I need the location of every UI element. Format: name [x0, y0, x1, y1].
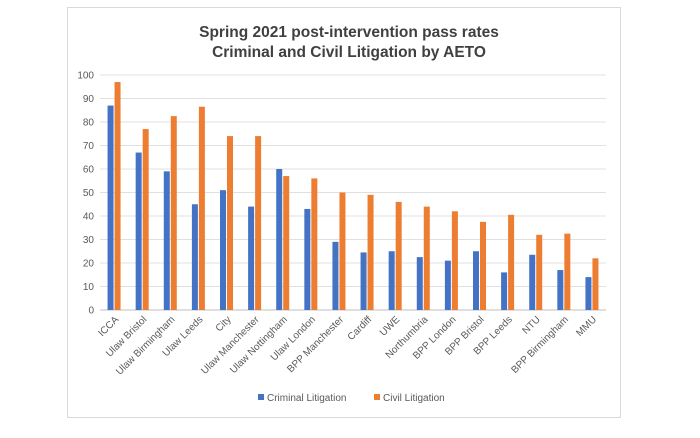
- bar-criminal: [529, 254, 536, 310]
- bar-criminal: [360, 252, 367, 310]
- bar-criminal: [304, 208, 311, 310]
- bar-civil: [367, 194, 374, 310]
- bars: [107, 82, 599, 310]
- legend: Criminal Litigation Civil Litigation: [258, 393, 445, 404]
- chart-title-line-1: Spring 2021 post-intervention pass rates: [199, 24, 499, 41]
- bar-civil: [423, 206, 430, 310]
- bar-criminal: [220, 190, 226, 310]
- bar-criminal: [276, 169, 283, 310]
- bar-criminal: [473, 251, 479, 310]
- x-tick-label: City: [214, 314, 234, 334]
- x-tick-label: ICCA: [96, 314, 121, 339]
- bar-criminal: [191, 204, 198, 310]
- bar-criminal: [557, 270, 564, 310]
- y-axis: 0 10 20 30 40 50 60 70 80 90 100: [77, 71, 94, 317]
- bar-civil: [114, 82, 121, 310]
- bar-criminal: [388, 251, 395, 310]
- bar-criminal: [444, 260, 451, 310]
- x-tick-label: MMU: [574, 314, 599, 339]
- legend-label: Criminal Litigation: [267, 393, 346, 404]
- bar-civil: [592, 258, 599, 310]
- y-tick-label: 30: [83, 235, 95, 246]
- legend-label: Civil Litigation: [383, 393, 445, 404]
- bar-chart: Spring 2021 post-intervention pass rates…: [77, 24, 606, 404]
- bar-civil: [198, 106, 205, 310]
- bar-civil: [227, 136, 233, 310]
- bar-civil: [480, 221, 486, 310]
- bar-civil: [451, 211, 458, 310]
- y-tick-label: 10: [83, 282, 95, 293]
- y-tick-label: 80: [83, 118, 95, 129]
- x-tick-label: Cardiff: [346, 314, 375, 343]
- bar-civil: [142, 129, 149, 310]
- bar-criminal: [107, 105, 114, 310]
- bar-civil: [311, 178, 318, 310]
- y-tick-label: 60: [83, 165, 95, 176]
- bar-civil: [564, 233, 571, 310]
- bar-civil: [170, 116, 177, 310]
- y-tick-label: 20: [83, 259, 95, 270]
- bar-criminal: [416, 257, 423, 310]
- y-tick-label: 100: [77, 71, 94, 82]
- x-tick-label: NTU: [521, 314, 543, 336]
- bar-criminal: [163, 171, 170, 310]
- chart-title: Spring 2021 post-intervention pass rates…: [199, 24, 499, 61]
- x-tick-label: UWE: [378, 314, 403, 339]
- grid: [100, 74, 606, 311]
- chart-title-line-2: Criminal and Civil Litigation by AETO: [212, 44, 486, 61]
- y-tick-label: 90: [83, 94, 95, 105]
- bar-criminal: [501, 272, 508, 310]
- bar-criminal: [332, 241, 339, 310]
- legend-swatch: [374, 394, 380, 400]
- bar-civil: [395, 201, 402, 310]
- bar-civil: [283, 176, 290, 310]
- y-tick-label: 40: [83, 212, 95, 223]
- bar-criminal: [135, 152, 142, 310]
- bar-criminal: [585, 277, 592, 310]
- y-tick-label: 70: [83, 141, 95, 152]
- chart-frame: Spring 2021 post-intervention pass rates…: [67, 7, 621, 418]
- y-tick-label: 0: [88, 306, 94, 317]
- bar-criminal: [248, 206, 255, 310]
- bar-civil: [508, 214, 515, 310]
- bar-civil: [536, 234, 543, 310]
- y-tick-label: 50: [83, 188, 95, 199]
- bar-civil: [339, 192, 346, 310]
- bar-civil: [255, 136, 262, 310]
- legend-swatch: [258, 394, 264, 400]
